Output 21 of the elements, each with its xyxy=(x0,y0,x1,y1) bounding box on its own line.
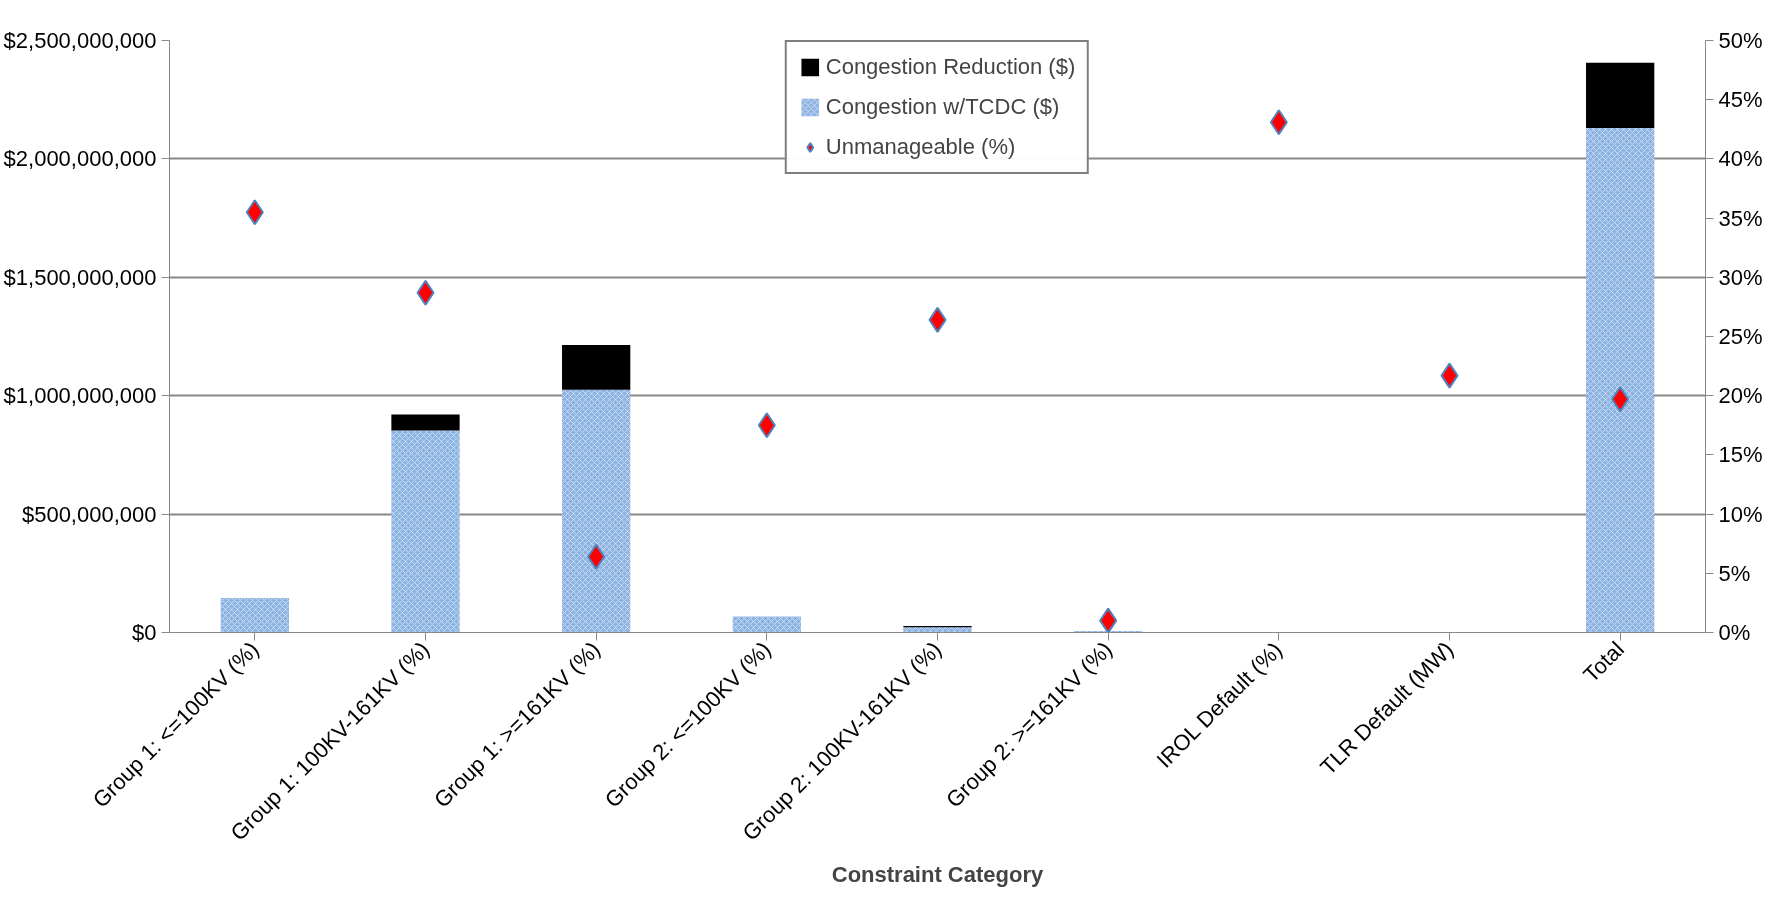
y2-tick-label: 5% xyxy=(1718,560,1751,586)
y2-tick-label: 10% xyxy=(1718,501,1763,527)
y-tick-label: $500,000,000 xyxy=(21,501,157,527)
y2-tick-label: 50% xyxy=(1718,28,1763,53)
legend-label: Congestion w/TCDC ($) xyxy=(825,94,1060,120)
legend-label: Congestion Reduction ($) xyxy=(825,54,1076,80)
y2-tick-label: 40% xyxy=(1718,146,1763,172)
y2-tick-label: 30% xyxy=(1718,264,1763,290)
legend-label: Unmanageable (%) xyxy=(825,134,1016,160)
y2-tick-label: 15% xyxy=(1718,442,1763,468)
y2-tick-label: 20% xyxy=(1718,383,1763,409)
y-tick-label: $0 xyxy=(132,620,157,645)
y2-tick-label: 35% xyxy=(1718,205,1763,231)
x-axis-title: Constraint Category xyxy=(831,862,1044,888)
y-tick-label: $1,500,000,000 xyxy=(3,264,157,290)
y-tick-label: $2,000,000,000 xyxy=(3,146,157,172)
y2-tick-label: 45% xyxy=(1718,87,1763,113)
y2-tick-label: 0% xyxy=(1718,620,1751,645)
y2-tick-label: 25% xyxy=(1718,324,1763,349)
y-tick-label: $2,500,000,000 xyxy=(3,28,157,53)
y-tick-label: $1,000,000,000 xyxy=(3,383,157,409)
